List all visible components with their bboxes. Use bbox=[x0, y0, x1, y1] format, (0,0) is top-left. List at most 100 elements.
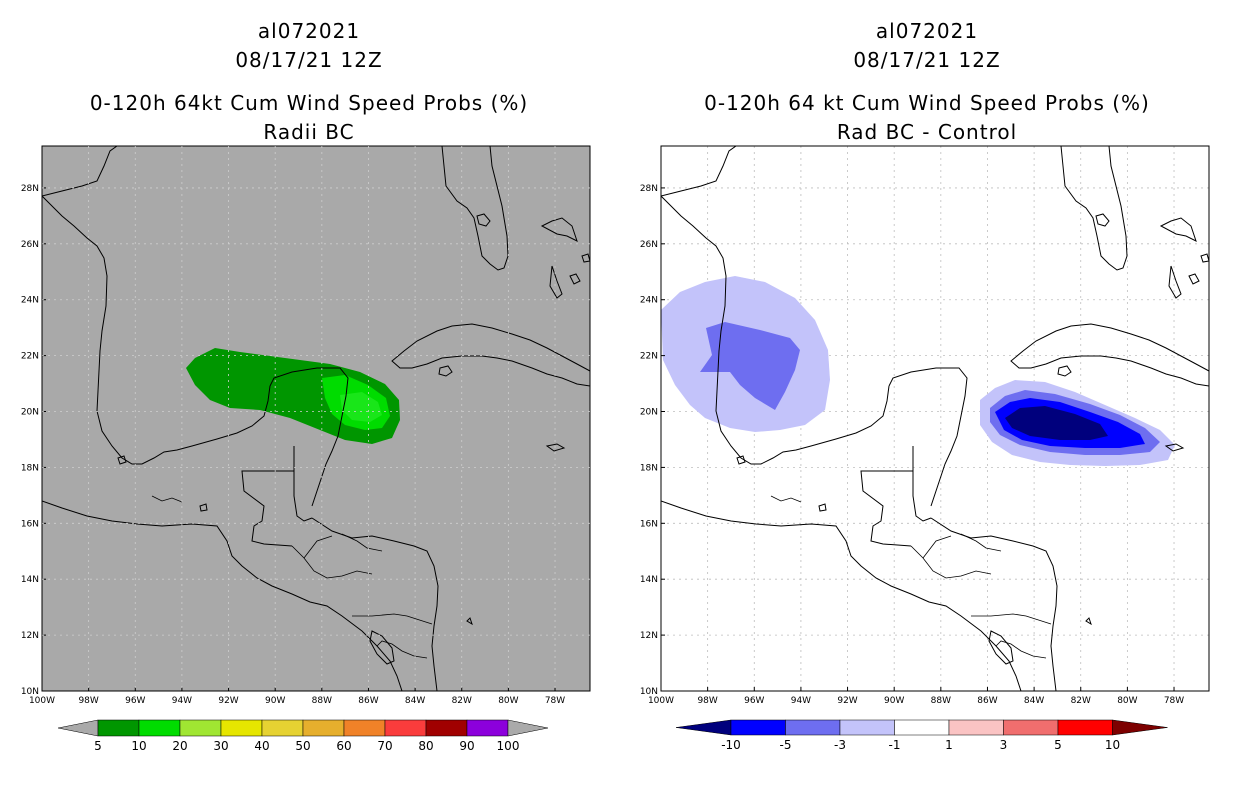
lat-tick-label: 16N bbox=[21, 519, 39, 529]
lat-tick-label: 24N bbox=[640, 296, 658, 306]
colorbar-label: 5 bbox=[94, 739, 102, 753]
colorbar-swatch bbox=[894, 719, 950, 736]
lon-tick-label: 90W bbox=[884, 696, 904, 706]
lat-tick-label: 14N bbox=[21, 575, 39, 585]
left-probability-contours bbox=[186, 348, 400, 444]
colorbar-label: 1 bbox=[945, 738, 953, 752]
lat-tick-label: 26N bbox=[640, 240, 658, 250]
right-subtitle: Rad BC - Control bbox=[836, 120, 1018, 144]
lon-tick-label: 86W bbox=[358, 696, 378, 706]
left-subtitle: Radii BC bbox=[263, 120, 355, 144]
right-colorbar: -10 -5 -3 -1 1 3 5 10 bbox=[675, 719, 1168, 752]
colorbar-swatch bbox=[839, 719, 895, 736]
colorbar-label: 70 bbox=[377, 739, 392, 753]
colorbar-label: 5 bbox=[1054, 738, 1062, 752]
lon-tick-label: 96W bbox=[125, 696, 145, 706]
colorbar-label: -10 bbox=[721, 738, 741, 752]
lon-tick-label: 98W bbox=[697, 696, 717, 706]
colorbar-label: 50 bbox=[295, 739, 310, 753]
lon-tick-label: 92W bbox=[837, 696, 857, 706]
colorbar-swatch bbox=[466, 719, 509, 737]
colorbar-label: 100 bbox=[497, 739, 520, 753]
lon-tick-label: 100W bbox=[29, 696, 55, 706]
lat-tick-label: 12N bbox=[640, 631, 658, 641]
colorbar-label: 10 bbox=[131, 739, 146, 753]
colorbar-label: -3 bbox=[834, 738, 846, 752]
colorbar-label: -5 bbox=[780, 738, 792, 752]
lat-tick-label: 12N bbox=[21, 631, 39, 641]
lat-tick-label: 26N bbox=[21, 240, 39, 250]
lon-tick-label: 82W bbox=[1071, 696, 1091, 706]
lon-tick-label: 88W bbox=[312, 696, 332, 706]
lat-tick-label: 10N bbox=[21, 687, 39, 697]
colorbar-swatch bbox=[948, 719, 1004, 736]
right-date: 08/17/21 12Z bbox=[853, 48, 1001, 72]
lat-tick-label: 20N bbox=[640, 408, 658, 418]
colorbar-label: 80 bbox=[418, 739, 433, 753]
lon-tick-label: 90W bbox=[265, 696, 285, 706]
colorbar-swatch bbox=[730, 719, 786, 736]
colorbar-label: 3 bbox=[1000, 738, 1008, 752]
colorbar-swatch bbox=[785, 719, 841, 736]
colorbar-swatch bbox=[302, 719, 345, 737]
right-contour-minus3-west bbox=[700, 322, 800, 410]
right-contour-minus10-east bbox=[1005, 406, 1108, 440]
colorbar-swatch bbox=[261, 719, 304, 737]
colorbar-arrow-left bbox=[57, 719, 99, 737]
lon-tick-label: 100W bbox=[648, 696, 674, 706]
right-storm-id: al072021 bbox=[875, 19, 979, 43]
colorbar-arrow-left bbox=[675, 719, 732, 736]
lat-tick-label: 28N bbox=[640, 184, 658, 194]
colorbar-swatch bbox=[343, 719, 386, 737]
lat-tick-label: 10N bbox=[640, 687, 658, 697]
colorbar-arrow-right bbox=[507, 719, 549, 737]
left-title: 0-120h 64kt Cum Wind Speed Probs (%) bbox=[89, 91, 529, 115]
lon-tick-label: 78W bbox=[545, 696, 565, 706]
colorbar-label: 60 bbox=[336, 739, 351, 753]
left-colorbar: 5 10 20 30 40 50 60 70 80 90 100 bbox=[57, 719, 549, 753]
lon-tick-label: 98W bbox=[78, 696, 98, 706]
colorbar-swatch bbox=[179, 719, 222, 737]
colorbar-swatch bbox=[220, 719, 263, 737]
colorbar-swatch bbox=[1057, 719, 1113, 736]
lat-tick-label: 20N bbox=[21, 408, 39, 418]
lat-tick-label: 18N bbox=[640, 463, 658, 473]
right-difference-contours bbox=[661, 276, 1175, 466]
lon-tick-label: 94W bbox=[172, 696, 192, 706]
colorbar-label: 10 bbox=[1105, 738, 1120, 752]
lon-tick-label: 86W bbox=[977, 696, 997, 706]
colorbar-swatch bbox=[1003, 719, 1059, 736]
left-map-frame bbox=[41, 145, 591, 692]
lat-tick-label: 14N bbox=[640, 575, 658, 585]
right-title: 0-120h 64 kt Cum Wind Speed Probs (%) bbox=[704, 91, 1150, 115]
lat-tick-label: 22N bbox=[640, 352, 658, 362]
left-contour-10-inner bbox=[340, 392, 382, 422]
colorbar-swatch bbox=[384, 719, 427, 737]
lon-tick-label: 82W bbox=[452, 696, 472, 706]
lon-tick-label: 80W bbox=[1117, 696, 1137, 706]
colorbar-swatch bbox=[425, 719, 468, 737]
left-storm-id: al072021 bbox=[257, 19, 361, 43]
left-gridlines bbox=[42, 146, 590, 691]
lon-tick-label: 80W bbox=[498, 696, 518, 706]
lon-tick-label: 84W bbox=[405, 696, 425, 706]
colorbar-label: 20 bbox=[172, 739, 187, 753]
lon-tick-label: 88W bbox=[931, 696, 951, 706]
lat-tick-label: 16N bbox=[640, 519, 658, 529]
colorbar-swatch bbox=[97, 719, 140, 737]
colorbar-label: 90 bbox=[459, 739, 474, 753]
right-map-frame bbox=[660, 145, 1210, 692]
lat-tick-label: 28N bbox=[21, 184, 39, 194]
lon-tick-label: 92W bbox=[218, 696, 238, 706]
lon-tick-label: 94W bbox=[791, 696, 811, 706]
lon-tick-label: 78W bbox=[1164, 696, 1184, 706]
lat-tick-label: 22N bbox=[21, 352, 39, 362]
lon-tick-label: 84W bbox=[1024, 696, 1044, 706]
left-date: 08/17/21 12Z bbox=[235, 48, 383, 72]
colorbar-arrow-right bbox=[1112, 719, 1168, 736]
